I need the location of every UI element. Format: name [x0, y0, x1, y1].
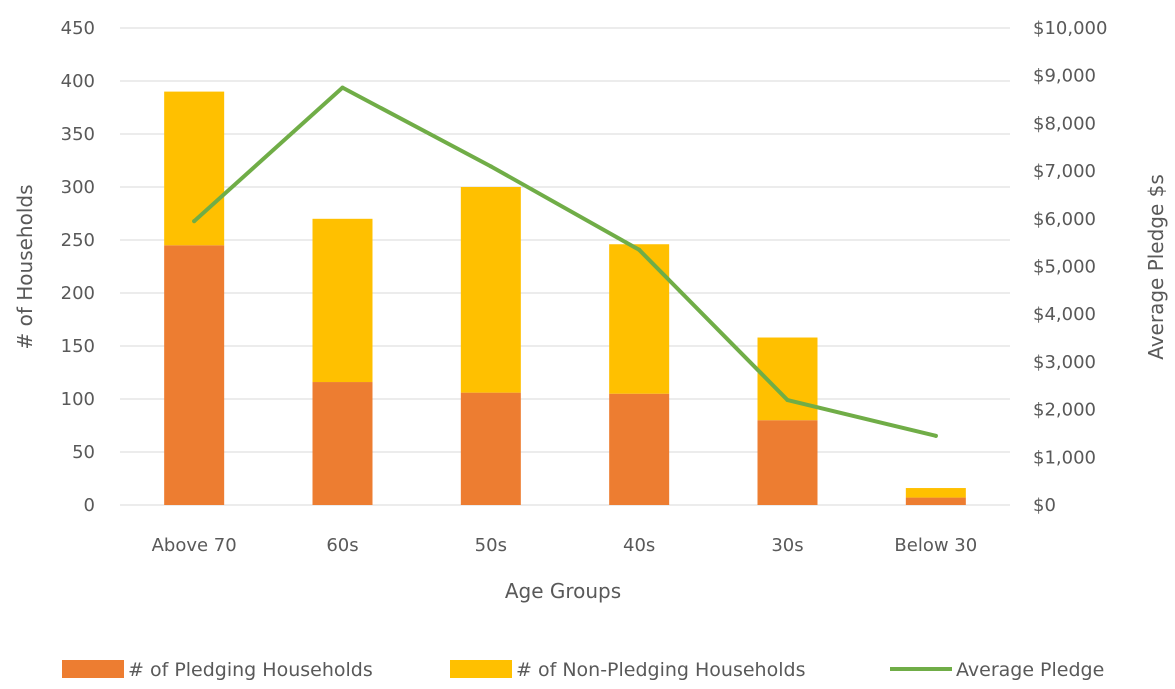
average-pledge-line: [192, 85, 938, 438]
bar-pledging: [460, 392, 521, 505]
average-pledge-point: [192, 219, 197, 224]
x-tick-label: Above 70: [152, 535, 237, 556]
y2-tick-label: $6,000: [1033, 209, 1096, 230]
average-pledge-point: [488, 164, 493, 169]
y-tick-label: 350: [61, 124, 95, 145]
bar-pledging: [609, 393, 670, 505]
bar-non-pledging: [312, 218, 373, 383]
y-tick-label: 50: [72, 442, 95, 463]
x-tick-label: 60s: [326, 535, 358, 556]
legend-label-average-pledge: Average Pledge: [956, 659, 1104, 681]
bar-pledging: [164, 245, 225, 506]
y-tick-label: 400: [61, 71, 95, 92]
x-axis: Above 70 60s 50s 40s 30s Below 30: [152, 535, 978, 556]
y2-tick-label: $7,000: [1033, 161, 1096, 182]
x-tick-label: 50s: [475, 535, 507, 556]
y2-tick-label: $0: [1033, 495, 1056, 516]
bar-non-pledging: [460, 187, 521, 393]
bar-pledging: [757, 420, 818, 505]
y2-tick-label: $10,000: [1033, 18, 1107, 39]
bars: [164, 91, 966, 506]
y-tick-label: 150: [61, 336, 95, 357]
average-pledge-line-layer: [192, 85, 938, 438]
y2-tick-label: $4,000: [1033, 304, 1096, 325]
legend-label-pledging: # of Pledging Households: [128, 659, 373, 681]
legend: # of Pledging Households # of Non-Pledgi…: [62, 659, 1104, 681]
gridlines: [120, 27, 1010, 506]
bar-non-pledging: [905, 488, 966, 498]
y-tick-label: 0: [84, 495, 95, 516]
bar-non-pledging: [609, 244, 670, 394]
y2-tick-label: $9,000: [1033, 66, 1096, 87]
legend-swatch-non-pledging: [450, 660, 512, 678]
legend-label-non-pledging: # of Non-Pledging Households: [516, 659, 805, 681]
y-axis-right-title: Average Pledge $s: [1144, 174, 1168, 360]
y2-tick-label: $3,000: [1033, 352, 1096, 373]
average-pledge-point: [785, 398, 790, 403]
x-axis-title: Age Groups: [505, 579, 621, 603]
y2-tick-label: $5,000: [1033, 257, 1096, 278]
y2-tick-label: $8,000: [1033, 113, 1096, 134]
y2-tick-label: $2,000: [1033, 400, 1096, 421]
y-tick-label: 250: [61, 230, 95, 251]
bar-pledging: [905, 497, 966, 505]
y-axis-left-title: # of Households: [13, 184, 37, 349]
average-pledge-point: [340, 85, 345, 90]
y-tick-label: 200: [61, 283, 95, 304]
x-tick-label: 30s: [771, 535, 803, 556]
y-tick-label: 450: [61, 18, 95, 39]
legend-swatch-pledging: [62, 660, 124, 678]
y-tick-label: 300: [61, 177, 95, 198]
x-tick-label: Below 30: [894, 535, 977, 556]
average-pledge-point: [637, 247, 642, 252]
bar-pledging: [312, 382, 373, 505]
y-tick-label: 100: [61, 389, 95, 410]
y-axis-right: $0 $1,000 $2,000 $3,000 $4,000 $5,000 $6,000 $7…: [1033, 18, 1107, 516]
x-tick-label: 40s: [623, 535, 655, 556]
average-pledge-point: [933, 433, 938, 438]
y2-tick-label: $1,000: [1033, 447, 1096, 468]
y-axis-left: 0 50 100 150 200 250 300 350 400 450: [61, 18, 95, 516]
